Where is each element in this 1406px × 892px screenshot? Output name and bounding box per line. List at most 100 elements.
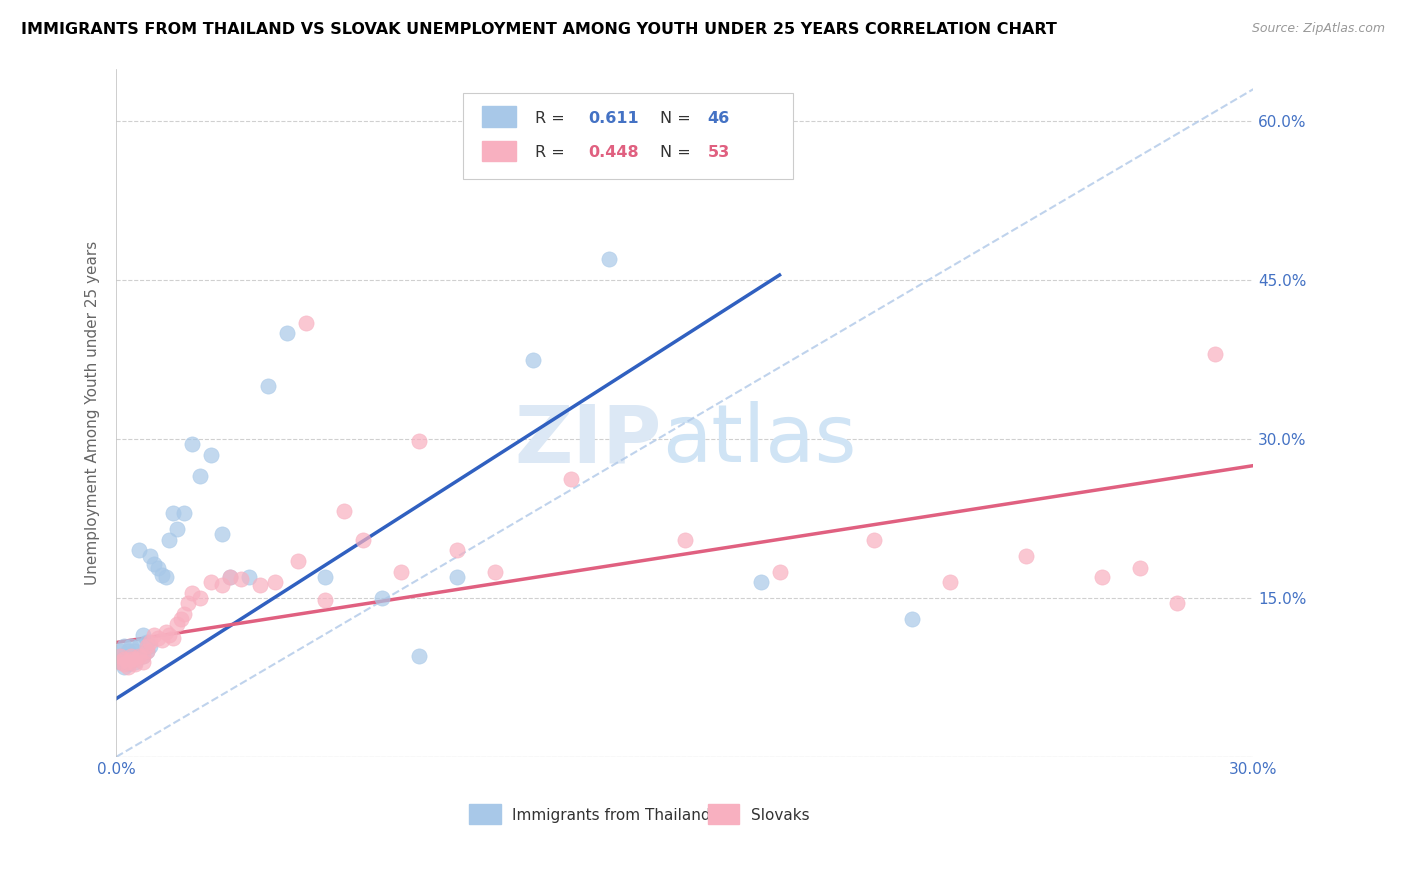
Point	[314, 593, 336, 607]
Bar	[468, 805, 501, 823]
Point	[150, 567, 173, 582]
Point	[314, 570, 336, 584]
FancyBboxPatch shape	[463, 93, 793, 178]
Point	[257, 379, 280, 393]
Point	[124, 644, 146, 658]
Point	[120, 649, 142, 664]
Text: 0.448: 0.448	[588, 145, 638, 160]
Point	[108, 649, 131, 664]
Point	[120, 639, 142, 653]
Point	[389, 565, 412, 579]
Point	[112, 660, 135, 674]
Point	[112, 649, 135, 664]
Point	[181, 585, 204, 599]
Point	[157, 533, 180, 547]
Point	[112, 657, 135, 671]
Point	[108, 655, 131, 669]
Point	[749, 575, 772, 590]
Text: Slovaks: Slovaks	[751, 808, 810, 822]
Text: IMMIGRANTS FROM THAILAND VS SLOVAK UNEMPLOYMENT AMONG YOUTH UNDER 25 YEARS CORRE: IMMIGRANTS FROM THAILAND VS SLOVAK UNEMP…	[21, 22, 1057, 37]
Point	[166, 617, 188, 632]
Point	[219, 570, 242, 584]
Point	[173, 506, 195, 520]
Text: R =: R =	[534, 145, 569, 160]
Point	[117, 655, 139, 669]
Point	[446, 570, 468, 584]
Point	[146, 561, 169, 575]
Point	[1204, 347, 1226, 361]
Point	[863, 533, 886, 547]
Point	[128, 649, 150, 664]
Point	[1015, 549, 1038, 563]
Point	[132, 649, 155, 664]
Point	[1166, 596, 1188, 610]
Text: 53: 53	[707, 145, 730, 160]
Point	[484, 565, 506, 579]
Point	[484, 157, 506, 171]
Point	[768, 565, 790, 579]
Point	[112, 652, 135, 666]
Point	[211, 578, 233, 592]
Point	[181, 437, 204, 451]
Point	[332, 504, 354, 518]
Text: ZIP: ZIP	[515, 401, 662, 479]
Text: N =: N =	[659, 111, 696, 126]
Text: N =: N =	[659, 145, 696, 160]
Text: atlas: atlas	[662, 401, 856, 479]
Point	[901, 612, 924, 626]
Point	[128, 543, 150, 558]
Point	[1129, 561, 1152, 575]
Point	[132, 628, 155, 642]
Point	[211, 527, 233, 541]
Bar	[707, 805, 740, 823]
Bar	[482, 106, 516, 127]
Point	[143, 557, 166, 571]
Point	[120, 649, 142, 664]
Bar	[482, 141, 516, 161]
Point	[132, 655, 155, 669]
Point	[231, 572, 253, 586]
Point	[188, 469, 211, 483]
Text: R =: R =	[534, 111, 569, 126]
Point	[135, 639, 157, 653]
Point	[124, 657, 146, 671]
Point	[200, 448, 222, 462]
Point	[264, 575, 287, 590]
Point	[108, 649, 131, 664]
Point	[155, 570, 177, 584]
Point	[276, 326, 298, 341]
Point	[112, 639, 135, 653]
Point	[188, 591, 211, 605]
Point	[219, 570, 242, 584]
Point	[446, 543, 468, 558]
Text: 0.611: 0.611	[588, 111, 638, 126]
Point	[249, 578, 271, 592]
Point	[939, 575, 962, 590]
Point	[598, 252, 620, 267]
Point	[108, 644, 131, 658]
Point	[132, 649, 155, 664]
Point	[287, 554, 309, 568]
Point	[150, 633, 173, 648]
Point	[117, 657, 139, 671]
Point	[155, 624, 177, 639]
Point	[135, 644, 157, 658]
Point	[200, 575, 222, 590]
Point	[170, 612, 193, 626]
Point	[162, 506, 184, 520]
Point	[139, 635, 162, 649]
Point	[166, 522, 188, 536]
Point	[128, 639, 150, 653]
Point	[173, 607, 195, 621]
Text: 46: 46	[707, 111, 730, 126]
Point	[408, 649, 430, 664]
Point	[157, 628, 180, 642]
Point	[370, 591, 392, 605]
Text: Immigrants from Thailand: Immigrants from Thailand	[512, 808, 710, 822]
Point	[522, 352, 544, 367]
Point	[238, 570, 260, 584]
Point	[294, 316, 316, 330]
Point	[124, 652, 146, 666]
Point	[560, 472, 582, 486]
Point	[120, 652, 142, 666]
